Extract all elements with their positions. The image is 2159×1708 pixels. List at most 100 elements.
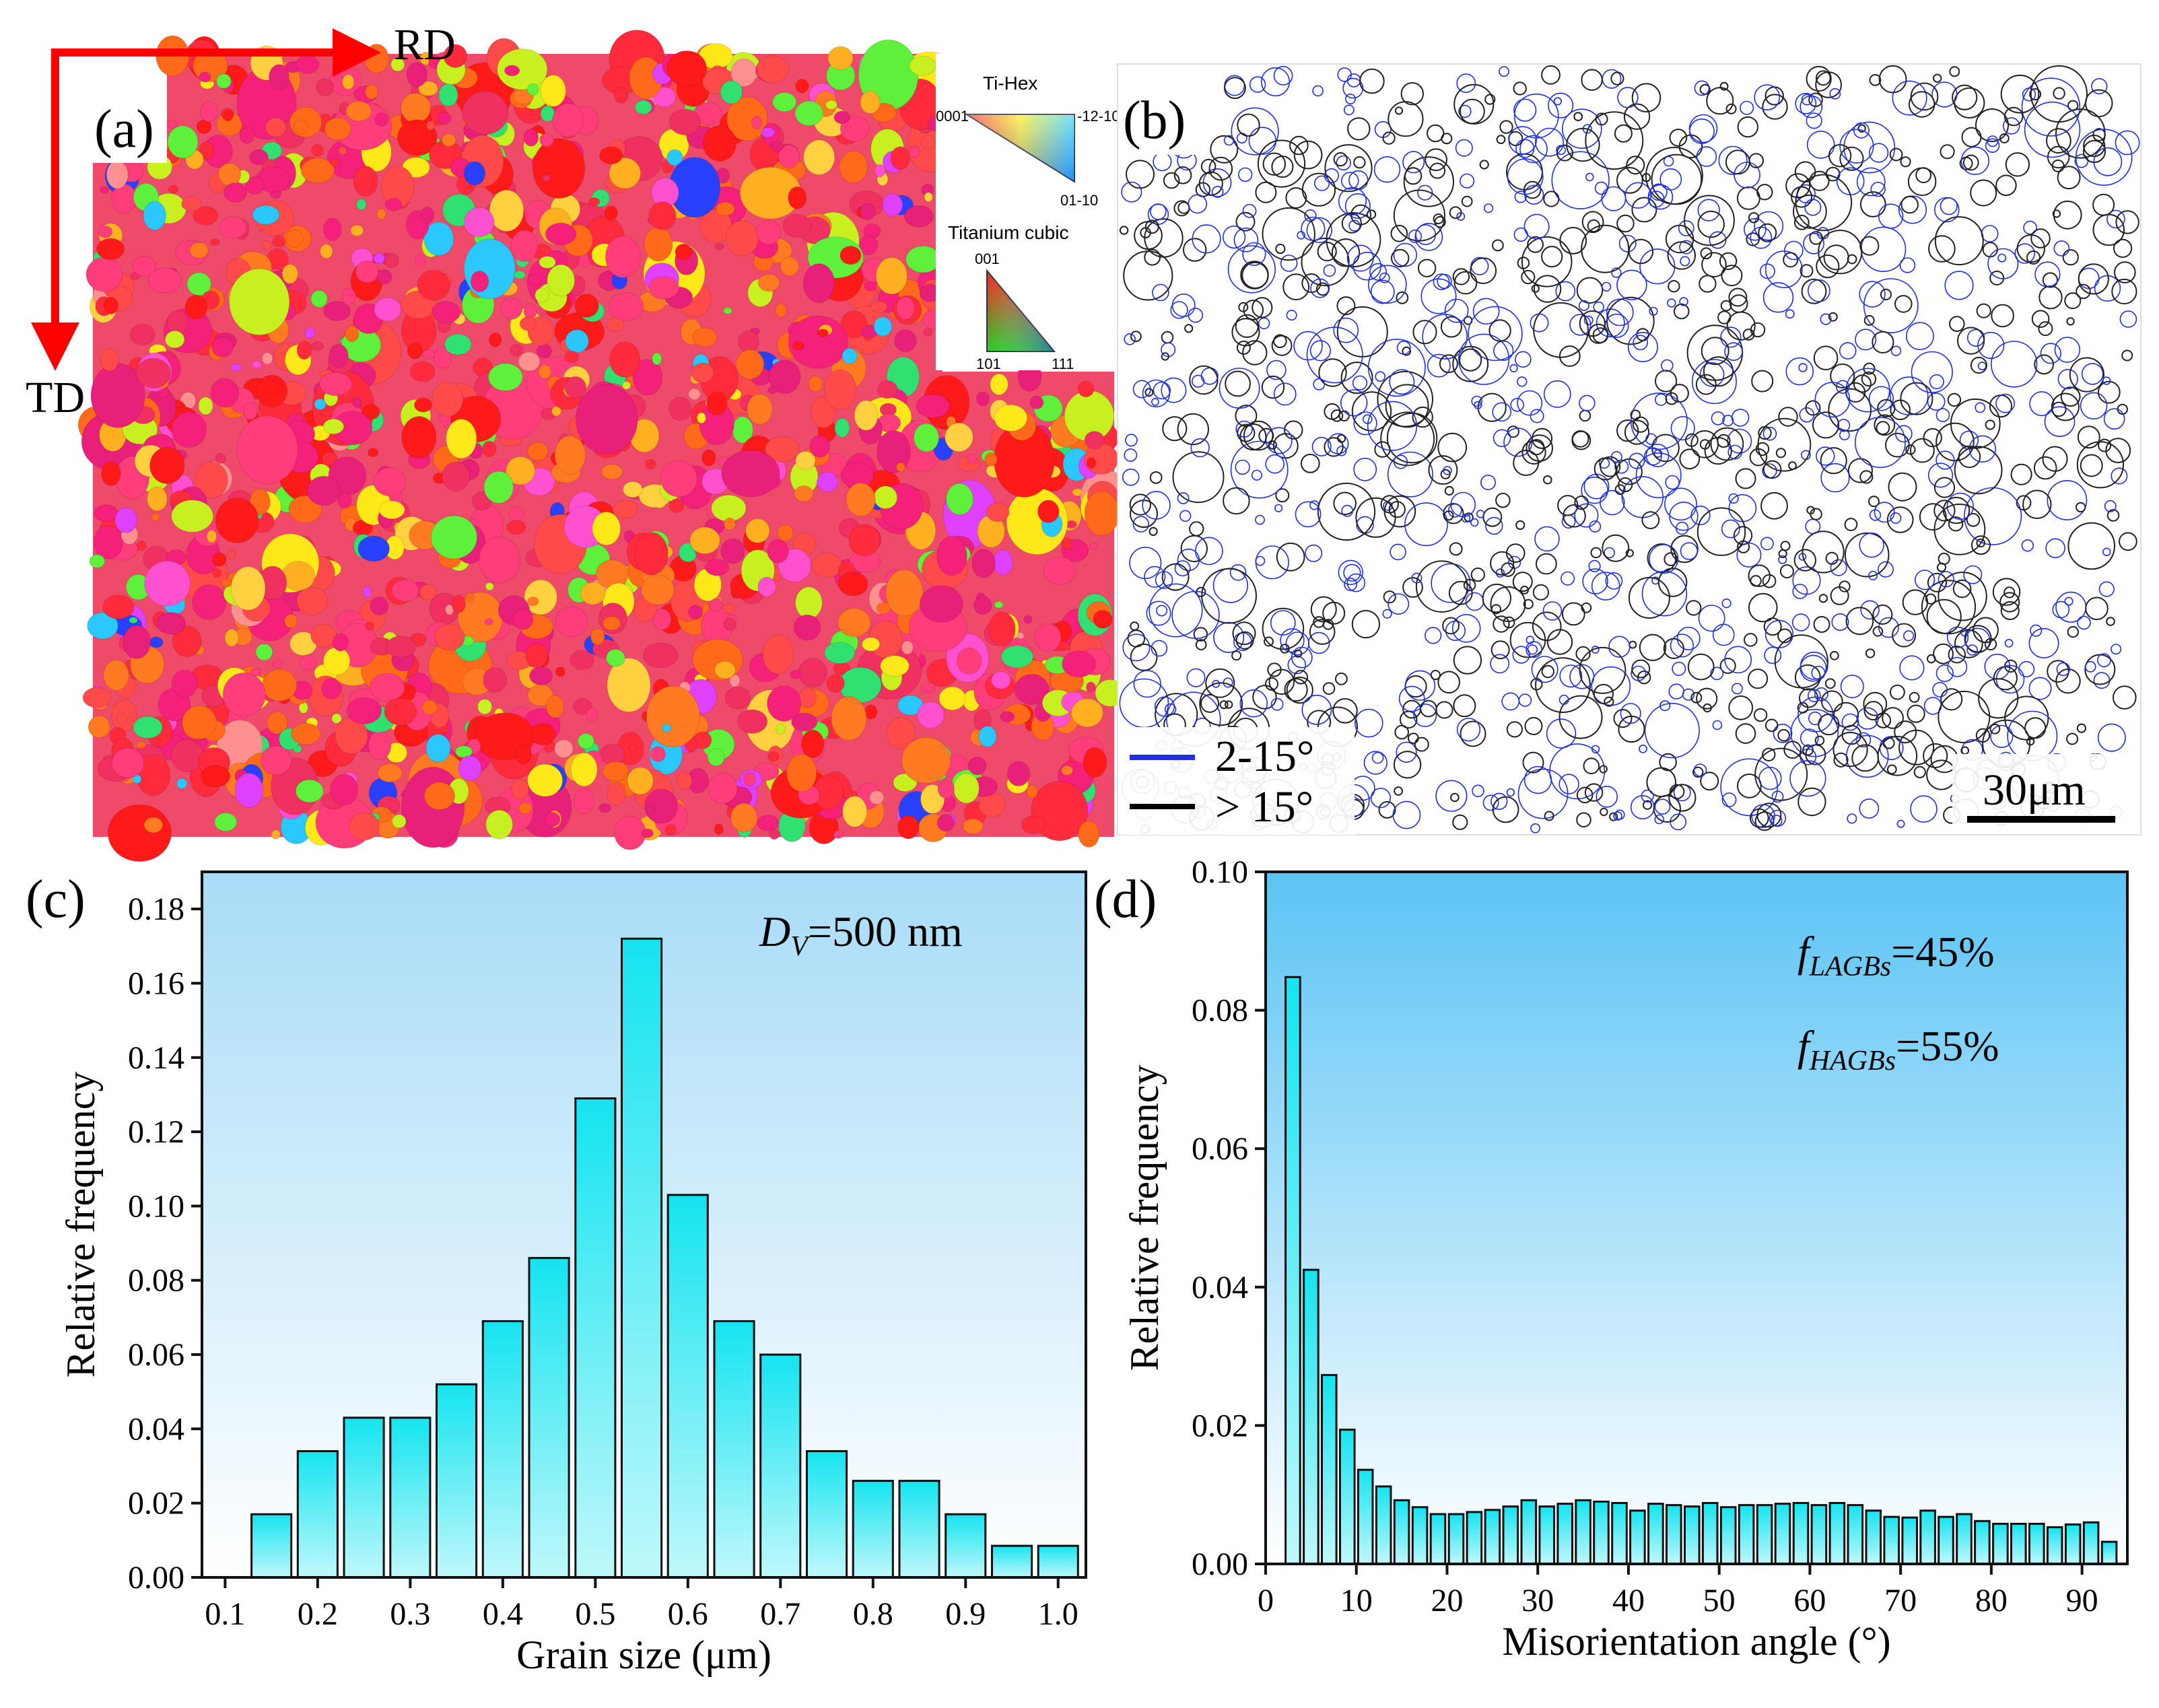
grain-boundary bbox=[1750, 575, 1762, 587]
grain bbox=[538, 364, 551, 380]
grain-boundary bbox=[1700, 247, 1713, 260]
grain bbox=[554, 739, 574, 758]
grain bbox=[905, 245, 941, 273]
grain-boundary bbox=[1609, 812, 1618, 821]
grain-boundary bbox=[1581, 224, 1630, 273]
grain-boundary bbox=[1576, 786, 1593, 804]
chart-d-annotation-hagbs: fHAGBs=55% bbox=[1797, 1022, 1999, 1077]
grain bbox=[296, 586, 329, 615]
grain-boundary bbox=[1532, 584, 1549, 601]
grain-boundary bbox=[1569, 314, 1591, 336]
grain-boundary bbox=[1346, 573, 1366, 592]
grain-boundary bbox=[2121, 349, 2133, 362]
grain-boundary bbox=[2003, 106, 2024, 127]
grain bbox=[677, 772, 693, 790]
grain-boundary bbox=[1688, 118, 1715, 145]
grain-boundary bbox=[1775, 448, 1786, 458]
grain-boundary bbox=[1257, 139, 1306, 188]
grain-boundary bbox=[1493, 615, 1510, 633]
grain bbox=[1083, 747, 1107, 778]
grain bbox=[669, 108, 701, 136]
grain-boundary bbox=[1720, 300, 1732, 312]
grain-boundary bbox=[1317, 242, 1337, 262]
grain-boundary bbox=[1889, 147, 1903, 162]
x-tick-label: 60 bbox=[1793, 1583, 1826, 1618]
grain bbox=[1078, 821, 1100, 848]
grain bbox=[196, 119, 212, 134]
grain bbox=[869, 790, 885, 805]
grain-boundary bbox=[1616, 419, 1639, 442]
grain bbox=[967, 757, 987, 776]
grain bbox=[357, 535, 390, 562]
grain-boundary bbox=[1725, 103, 1737, 114]
grain bbox=[414, 254, 426, 269]
grain-boundary bbox=[1558, 345, 1581, 367]
grain-boundary bbox=[1499, 66, 1509, 77]
grain bbox=[365, 621, 374, 631]
grain-boundary bbox=[1553, 97, 1562, 106]
grain bbox=[1084, 431, 1105, 450]
grain-boundary bbox=[1285, 187, 1307, 209]
grain bbox=[877, 430, 911, 473]
grain-boundary bbox=[2077, 615, 2091, 630]
grain-boundary bbox=[1495, 492, 1511, 508]
grain bbox=[786, 753, 817, 792]
grain-boundary bbox=[1252, 685, 1277, 710]
bar bbox=[759, 1353, 802, 1579]
grain bbox=[332, 633, 349, 652]
grain-boundary bbox=[1456, 718, 1481, 742]
grain bbox=[373, 467, 407, 497]
grain-boundary bbox=[1573, 112, 1583, 122]
grain-boundary bbox=[1721, 792, 1737, 807]
grain-boundary bbox=[1323, 264, 1336, 277]
grain-boundary bbox=[1664, 487, 1697, 521]
grain bbox=[356, 199, 367, 211]
grain bbox=[811, 553, 843, 578]
grain-boundary bbox=[1699, 362, 1725, 387]
grain bbox=[535, 287, 550, 303]
grain bbox=[284, 613, 298, 629]
y-tick-label: 0.10 bbox=[128, 1188, 184, 1224]
grain-boundary bbox=[1557, 495, 1579, 516]
grain-boundary bbox=[1604, 696, 1614, 707]
grain bbox=[293, 119, 309, 135]
grain-boundary bbox=[1543, 380, 1571, 408]
grain-boundary bbox=[1230, 440, 1289, 499]
bar bbox=[1883, 1515, 1900, 1565]
grain-boundary bbox=[1192, 224, 1221, 254]
grain-boundary bbox=[1412, 406, 1433, 428]
x-tick-label: 50 bbox=[1703, 1583, 1736, 1618]
grain-boundary bbox=[1352, 375, 1368, 390]
grain bbox=[265, 117, 287, 137]
grain-boundary bbox=[1268, 440, 1278, 450]
grain-boundary bbox=[1526, 641, 1543, 658]
grain-boundary bbox=[1639, 634, 1667, 661]
bar bbox=[2064, 1523, 2082, 1565]
grain bbox=[599, 743, 625, 765]
grain bbox=[186, 272, 212, 296]
grain bbox=[904, 205, 934, 228]
grain-boundary bbox=[1177, 492, 1190, 504]
grain bbox=[362, 404, 380, 420]
panel-a: Ti-Hex 0001 -12-10 01-10 Titanium cubic … bbox=[77, 30, 1131, 862]
grain bbox=[946, 483, 973, 516]
grain bbox=[479, 537, 521, 584]
grain-boundary bbox=[1748, 153, 1764, 168]
grain-boundary bbox=[1327, 433, 1349, 454]
grain-boundary bbox=[2026, 737, 2035, 746]
grain-boundary bbox=[1828, 312, 1838, 322]
grain-boundary bbox=[1925, 593, 1937, 605]
bar bbox=[481, 1320, 524, 1579]
grain bbox=[901, 640, 914, 655]
grain-boundary bbox=[1201, 568, 1257, 624]
grain bbox=[967, 453, 978, 465]
grain bbox=[442, 461, 471, 491]
grain bbox=[648, 276, 679, 300]
grain-boundary bbox=[2106, 617, 2115, 626]
grain bbox=[425, 734, 451, 763]
grain-boundary bbox=[1777, 728, 1790, 742]
grain bbox=[437, 111, 452, 125]
grain bbox=[780, 257, 800, 277]
grain bbox=[135, 357, 172, 388]
bar bbox=[1375, 1485, 1392, 1565]
